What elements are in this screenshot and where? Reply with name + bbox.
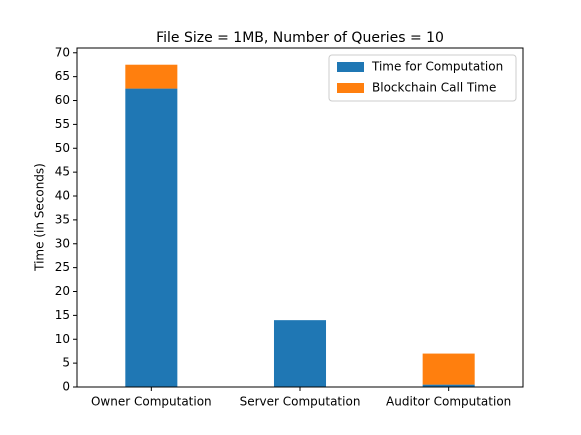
legend-swatch <box>337 83 364 93</box>
y-tick-label: 60 <box>55 93 70 107</box>
y-tick-label: 40 <box>55 189 70 203</box>
y-tick-label: 25 <box>55 260 70 274</box>
y-tick-label: 0 <box>62 380 70 394</box>
y-tick-label: 15 <box>55 308 70 322</box>
y-axis-label: Time (in Seconds) <box>33 163 47 272</box>
y-tick-label: 45 <box>55 165 70 179</box>
bar-segment <box>125 64 178 89</box>
y-tick-label: 35 <box>55 212 70 226</box>
plot-frame <box>76 47 524 388</box>
chart-title: File Size = 1MB, Number of Queries = 10 <box>156 30 444 46</box>
bar-segment <box>422 384 475 387</box>
legend-label: Blockchain Call Time <box>372 81 496 95</box>
y-tick-label: 55 <box>55 117 70 131</box>
y-tick-label: 10 <box>55 332 70 346</box>
y-tick-label: 20 <box>55 284 70 298</box>
y-tick-label: 5 <box>62 356 70 370</box>
legend-label: Time for Computation <box>371 60 503 74</box>
x-tick-label: Owner Computation <box>91 395 212 409</box>
legend-swatch <box>337 62 364 72</box>
x-tick-label: Server Computation <box>240 395 361 409</box>
bar-segment <box>422 353 475 385</box>
legend-box <box>328 54 517 102</box>
x-tick-label: Auditor Computation <box>386 395 511 409</box>
y-tick-label: 70 <box>55 45 70 59</box>
bar-segment <box>273 320 327 387</box>
y-tick-label: 50 <box>55 141 70 155</box>
y-tick-label: 30 <box>55 236 70 250</box>
bar-segment <box>125 88 178 388</box>
y-tick-label: 65 <box>55 69 70 83</box>
